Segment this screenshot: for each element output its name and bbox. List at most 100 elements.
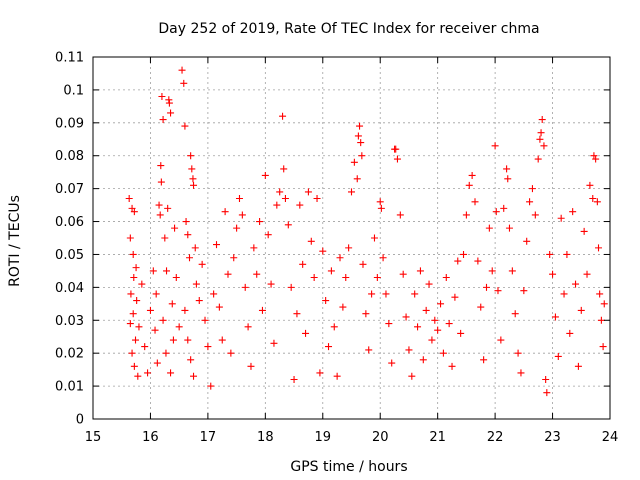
data-point xyxy=(313,195,321,203)
data-point xyxy=(138,280,146,288)
data-point xyxy=(210,290,218,298)
data-point xyxy=(168,300,176,308)
data-point xyxy=(307,237,315,245)
data-point xyxy=(376,198,384,206)
data-point xyxy=(590,152,598,160)
data-point xyxy=(442,273,450,281)
data-point xyxy=(133,297,141,305)
y-tick-label: 0.08 xyxy=(55,149,84,164)
data-point xyxy=(554,352,562,360)
data-point xyxy=(465,181,473,189)
y-tick-label: 0.04 xyxy=(55,281,84,296)
data-point xyxy=(543,389,551,397)
data-point xyxy=(153,359,161,367)
chart-title: Day 252 of 2019, Rate Of TEC Index for r… xyxy=(158,21,539,37)
data-point xyxy=(281,195,289,203)
data-point xyxy=(408,372,416,380)
data-point xyxy=(253,270,261,278)
data-point xyxy=(233,224,241,232)
data-point xyxy=(134,372,142,380)
data-point xyxy=(287,283,295,291)
y-tick-label: 0.06 xyxy=(55,215,84,230)
data-point xyxy=(557,214,565,222)
data-point xyxy=(497,336,505,344)
data-point xyxy=(195,297,203,305)
data-point xyxy=(273,201,281,209)
data-point xyxy=(129,250,137,258)
data-point xyxy=(333,372,341,380)
data-point xyxy=(354,132,362,140)
data-point xyxy=(546,250,554,258)
data-point xyxy=(132,264,140,272)
data-point xyxy=(156,211,164,219)
data-point xyxy=(593,198,601,206)
data-point xyxy=(279,112,287,120)
data-point xyxy=(370,234,378,242)
data-point xyxy=(132,336,140,344)
data-point xyxy=(224,270,232,278)
plot-frame xyxy=(92,56,611,420)
data-point xyxy=(503,165,511,173)
data-point xyxy=(468,171,476,179)
data-point xyxy=(238,211,246,219)
data-point xyxy=(270,339,278,347)
data-point xyxy=(130,362,138,370)
data-point xyxy=(188,165,196,173)
data-point xyxy=(172,273,180,281)
data-point xyxy=(577,306,585,314)
data-point xyxy=(129,310,137,318)
data-point xyxy=(164,204,172,212)
data-point xyxy=(448,362,456,370)
data-point xyxy=(405,346,413,354)
data-point xyxy=(425,280,433,288)
data-point xyxy=(460,250,468,258)
data-point xyxy=(296,201,304,209)
data-point xyxy=(151,326,159,334)
data-point xyxy=(500,204,508,212)
data-point xyxy=(536,135,544,143)
data-point xyxy=(566,329,574,337)
data-point xyxy=(190,372,198,380)
data-point xyxy=(480,356,488,364)
data-point xyxy=(560,290,568,298)
data-point xyxy=(540,142,548,150)
data-point xyxy=(264,231,272,239)
data-point xyxy=(158,92,166,100)
data-point xyxy=(182,218,190,226)
data-point xyxy=(592,155,600,163)
data-point xyxy=(191,244,199,252)
y-tick-label: 0.01 xyxy=(55,380,84,395)
data-point xyxy=(189,175,197,183)
data-point xyxy=(599,343,607,351)
data-point xyxy=(327,267,335,275)
data-point xyxy=(445,320,453,328)
data-point xyxy=(492,208,500,216)
data-point xyxy=(127,290,135,298)
data-point xyxy=(434,326,442,334)
data-point xyxy=(485,224,493,232)
data-point xyxy=(368,290,376,298)
data-point xyxy=(184,336,192,344)
data-point xyxy=(474,257,482,265)
data-point xyxy=(258,306,266,314)
data-points xyxy=(125,66,608,397)
data-point xyxy=(235,195,243,203)
data-point xyxy=(204,343,212,351)
x-tick-label: 21 xyxy=(429,430,446,445)
data-point xyxy=(152,290,160,298)
data-point xyxy=(241,283,249,291)
data-point xyxy=(531,211,539,219)
data-point xyxy=(227,349,235,357)
data-point xyxy=(537,129,545,137)
data-point xyxy=(437,300,445,308)
y-axis-label: ROTI / TECUs xyxy=(7,195,23,287)
data-point xyxy=(574,362,582,370)
data-point xyxy=(165,96,173,104)
data-point xyxy=(572,280,580,288)
data-point xyxy=(542,376,550,384)
data-point xyxy=(276,188,284,196)
data-point xyxy=(302,329,310,337)
data-point xyxy=(244,323,252,331)
data-point xyxy=(256,218,264,226)
